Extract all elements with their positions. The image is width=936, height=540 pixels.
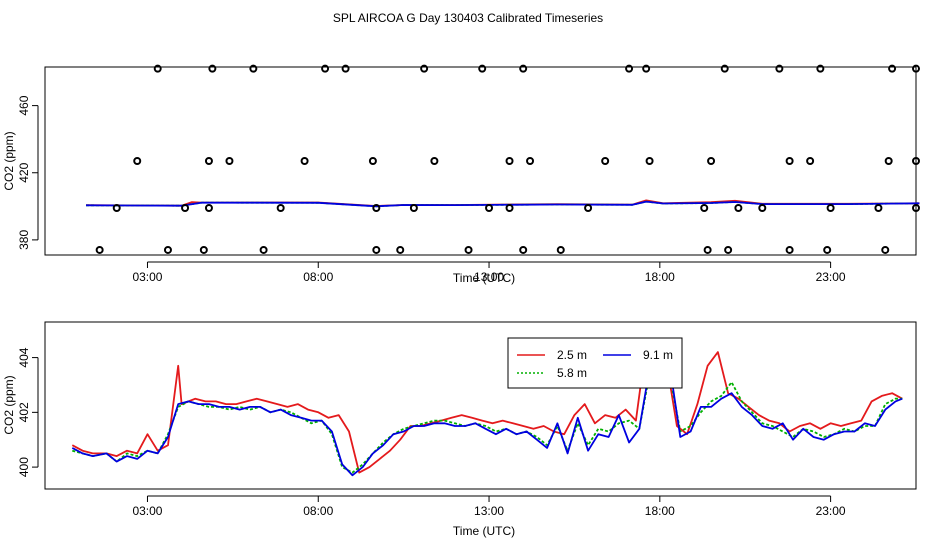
top-x-tick-label-08-00: 08:00 — [303, 270, 333, 284]
bottom-series-5-8-m — [72, 369, 902, 473]
bottom-panel-frame — [45, 322, 916, 489]
top-marker-18 — [373, 205, 379, 211]
top-marker-2 — [201, 247, 207, 253]
top-y-tick-label-380: 380 — [17, 230, 31, 250]
top-marker-19 — [411, 205, 417, 211]
top-marker-52 — [626, 66, 632, 72]
top-marker-38 — [647, 158, 653, 164]
legend-label-5-8m: 5.8 m — [557, 366, 587, 380]
top-marker-27 — [875, 205, 881, 211]
bottom-panel: 03:00 08:00 13:00 18:00 23:00 400 402 404 Time… — [2, 322, 916, 538]
top-marker-6 — [466, 247, 472, 253]
bottom-panel-y-axis: 400 402 404 — [17, 347, 38, 477]
top-marker-10 — [725, 247, 731, 253]
top-marker-46 — [250, 66, 256, 72]
top-panel-markers — [97, 66, 919, 253]
bottom-y-tick-label-402: 402 — [17, 402, 31, 422]
top-marker-4 — [373, 247, 379, 253]
top-panel-ylabel: CO2 (ppm) — [2, 131, 16, 190]
top-marker-41 — [807, 158, 813, 164]
bottom-x-tick-label-13-00: 13:00 — [474, 504, 504, 518]
top-marker-20 — [486, 205, 492, 211]
top-marker-57 — [889, 66, 895, 72]
top-marker-33 — [370, 158, 376, 164]
timeseries-figure: SPL AIRCOA G Day 130403 Calibrated Times… — [0, 0, 936, 540]
top-marker-42 — [886, 158, 892, 164]
top-marker-23 — [701, 205, 707, 211]
top-marker-35 — [507, 158, 513, 164]
top-marker-22 — [585, 205, 591, 211]
legend-label-2-5m: 2.5 m — [557, 348, 587, 362]
top-marker-51 — [520, 66, 526, 72]
bottom-x-tick-label-23-00: 23:00 — [816, 504, 846, 518]
top-marker-5 — [397, 247, 403, 253]
bottom-y-tick-label-404: 404 — [17, 347, 31, 367]
top-marker-39 — [708, 158, 714, 164]
top-marker-47 — [322, 66, 328, 72]
top-marker-13 — [882, 247, 888, 253]
top-marker-16 — [206, 205, 212, 211]
top-marker-32 — [302, 158, 308, 164]
top-marker-56 — [817, 66, 823, 72]
top-marker-53 — [643, 66, 649, 72]
legend-box — [508, 338, 682, 388]
top-marker-30 — [206, 158, 212, 164]
top-marker-21 — [507, 205, 513, 211]
top-panel: 03:00 08:00 13:00 18:00 23:00 380 420 460 Time… — [2, 66, 919, 285]
bottom-y-tick-label-400: 400 — [17, 457, 31, 477]
top-marker-17 — [278, 205, 284, 211]
bottom-panel-series — [72, 344, 902, 475]
top-marker-55 — [776, 66, 782, 72]
top-marker-8 — [558, 247, 564, 253]
legend-label-9-1m: 9.1 m — [643, 348, 673, 362]
top-marker-54 — [722, 66, 728, 72]
bottom-series-2-5-m — [72, 344, 902, 473]
top-marker-15 — [182, 205, 188, 211]
top-marker-37 — [602, 158, 608, 164]
top-marker-14 — [114, 205, 120, 211]
top-marker-24 — [735, 205, 741, 211]
top-marker-1 — [165, 247, 171, 253]
bottom-series-9-1-m — [72, 363, 902, 475]
top-marker-45 — [209, 66, 215, 72]
top-marker-12 — [824, 247, 830, 253]
top-x-tick-label-03-00: 03:00 — [132, 270, 162, 284]
bottom-x-tick-label-08-00: 08:00 — [303, 504, 333, 518]
bottom-panel-ylabel: CO2 (ppm) — [2, 375, 16, 434]
top-marker-50 — [479, 66, 485, 72]
top-marker-7 — [520, 247, 526, 253]
top-x-tick-label-18-00: 18:00 — [645, 270, 675, 284]
top-y-tick-label-460: 460 — [17, 95, 31, 115]
top-marker-26 — [828, 205, 834, 211]
bottom-panel-x-axis: 03:00 08:00 13:00 18:00 23:00 — [132, 496, 845, 518]
top-marker-9 — [705, 247, 711, 253]
top-marker-31 — [226, 158, 232, 164]
top-marker-44 — [155, 66, 161, 72]
bottom-x-tick-label-18-00: 18:00 — [645, 504, 675, 518]
legend: 2.5 m 5.8 m 9.1 m — [508, 338, 682, 388]
figure-title: SPL AIRCOA G Day 130403 Calibrated Times… — [333, 11, 603, 25]
top-x-tick-label-23-00: 23:00 — [816, 270, 846, 284]
top-marker-36 — [527, 158, 533, 164]
top-marker-11 — [787, 247, 793, 253]
top-marker-34 — [431, 158, 437, 164]
top-y-tick-label-420: 420 — [17, 162, 31, 182]
top-marker-0 — [97, 247, 103, 253]
top-marker-29 — [134, 158, 140, 164]
top-marker-49 — [421, 66, 427, 72]
top-panel-xlabel: Time (UTC) — [453, 271, 515, 285]
top-marker-40 — [787, 158, 793, 164]
top-marker-48 — [343, 66, 349, 72]
top-panel-frame — [45, 67, 916, 255]
top-marker-25 — [759, 205, 765, 211]
top-marker-3 — [261, 247, 267, 253]
bottom-panel-xlabel: Time (UTC) — [453, 524, 515, 538]
top-panel-y-axis: 380 420 460 — [17, 95, 38, 250]
bottom-x-tick-label-03-00: 03:00 — [132, 504, 162, 518]
